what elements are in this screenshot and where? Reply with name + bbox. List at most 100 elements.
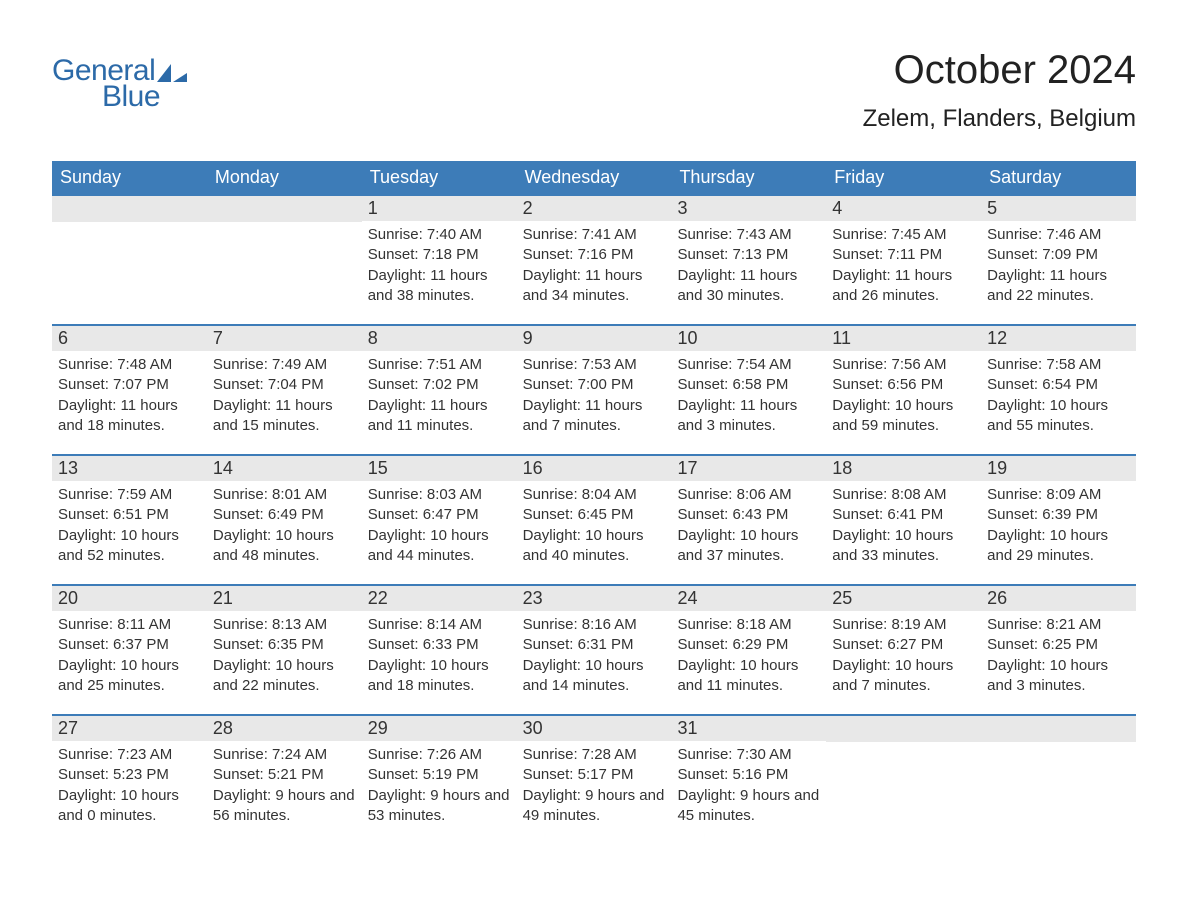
day-number: 5 bbox=[981, 196, 1136, 221]
week-row: 27Sunrise: 7:23 AMSunset: 5:23 PMDayligh… bbox=[52, 714, 1136, 844]
daylight-line: Daylight: 10 hours and 0 minutes. bbox=[58, 786, 201, 827]
day-body: Sunrise: 7:23 AMSunset: 5:23 PMDaylight:… bbox=[52, 741, 207, 834]
day-cell: 30Sunrise: 7:28 AMSunset: 5:17 PMDayligh… bbox=[517, 716, 672, 844]
day-cell: 21Sunrise: 8:13 AMSunset: 6:35 PMDayligh… bbox=[207, 586, 362, 714]
daylight-line: Daylight: 9 hours and 49 minutes. bbox=[523, 786, 666, 827]
daylight-line: Daylight: 10 hours and 11 minutes. bbox=[677, 656, 820, 697]
day-number: 9 bbox=[517, 326, 672, 351]
day-body: Sunrise: 8:21 AMSunset: 6:25 PMDaylight:… bbox=[981, 611, 1136, 704]
day-body: Sunrise: 7:41 AMSunset: 7:16 PMDaylight:… bbox=[517, 221, 672, 314]
sunset-line: Sunset: 6:47 PM bbox=[368, 505, 511, 525]
week-row: 20Sunrise: 8:11 AMSunset: 6:37 PMDayligh… bbox=[52, 584, 1136, 714]
day-cell: 11Sunrise: 7:56 AMSunset: 6:56 PMDayligh… bbox=[826, 326, 981, 454]
day-number: 29 bbox=[362, 716, 517, 741]
sunrise-line: Sunrise: 8:21 AM bbox=[987, 615, 1130, 635]
daylight-line: Daylight: 11 hours and 34 minutes. bbox=[523, 266, 666, 307]
day-number: 6 bbox=[52, 326, 207, 351]
daylight-line: Daylight: 10 hours and 29 minutes. bbox=[987, 526, 1130, 567]
day-number: 26 bbox=[981, 586, 1136, 611]
day-body: Sunrise: 8:16 AMSunset: 6:31 PMDaylight:… bbox=[517, 611, 672, 704]
day-cell: 2Sunrise: 7:41 AMSunset: 7:16 PMDaylight… bbox=[517, 196, 672, 324]
day-number: 18 bbox=[826, 456, 981, 481]
sunrise-line: Sunrise: 7:46 AM bbox=[987, 225, 1130, 245]
day-body: Sunrise: 8:19 AMSunset: 6:27 PMDaylight:… bbox=[826, 611, 981, 704]
day-number: 19 bbox=[981, 456, 1136, 481]
sunrise-line: Sunrise: 7:48 AM bbox=[58, 355, 201, 375]
sunset-line: Sunset: 6:58 PM bbox=[677, 375, 820, 395]
day-cell: 4Sunrise: 7:45 AMSunset: 7:11 PMDaylight… bbox=[826, 196, 981, 324]
day-body: Sunrise: 7:26 AMSunset: 5:19 PMDaylight:… bbox=[362, 741, 517, 834]
sunrise-line: Sunrise: 7:56 AM bbox=[832, 355, 975, 375]
day-body: Sunrise: 8:04 AMSunset: 6:45 PMDaylight:… bbox=[517, 481, 672, 574]
day-cell: 12Sunrise: 7:58 AMSunset: 6:54 PMDayligh… bbox=[981, 326, 1136, 454]
daylight-line: Daylight: 9 hours and 56 minutes. bbox=[213, 786, 356, 827]
sunrise-line: Sunrise: 7:41 AM bbox=[523, 225, 666, 245]
day-number: 22 bbox=[362, 586, 517, 611]
sunset-line: Sunset: 6:43 PM bbox=[677, 505, 820, 525]
sunrise-line: Sunrise: 7:23 AM bbox=[58, 745, 201, 765]
day-cell: 24Sunrise: 8:18 AMSunset: 6:29 PMDayligh… bbox=[671, 586, 826, 714]
day-cell: 13Sunrise: 7:59 AMSunset: 6:51 PMDayligh… bbox=[52, 456, 207, 584]
daylight-line: Daylight: 11 hours and 30 minutes. bbox=[677, 266, 820, 307]
sunrise-line: Sunrise: 8:14 AM bbox=[368, 615, 511, 635]
day-cell: 31Sunrise: 7:30 AMSunset: 5:16 PMDayligh… bbox=[671, 716, 826, 844]
sunset-line: Sunset: 7:02 PM bbox=[368, 375, 511, 395]
day-of-week-cell: Monday bbox=[207, 161, 362, 194]
sunrise-line: Sunrise: 8:01 AM bbox=[213, 485, 356, 505]
day-number: 23 bbox=[517, 586, 672, 611]
sunrise-line: Sunrise: 7:26 AM bbox=[368, 745, 511, 765]
day-cell: 27Sunrise: 7:23 AMSunset: 5:23 PMDayligh… bbox=[52, 716, 207, 844]
daylight-line: Daylight: 10 hours and 33 minutes. bbox=[832, 526, 975, 567]
sunset-line: Sunset: 6:33 PM bbox=[368, 635, 511, 655]
day-of-week-cell: Saturday bbox=[981, 161, 1136, 194]
sunset-line: Sunset: 7:13 PM bbox=[677, 245, 820, 265]
daylight-line: Daylight: 11 hours and 7 minutes. bbox=[523, 396, 666, 437]
brand-logo: General Blue bbox=[52, 54, 187, 114]
day-cell: 10Sunrise: 7:54 AMSunset: 6:58 PMDayligh… bbox=[671, 326, 826, 454]
day-body: Sunrise: 7:43 AMSunset: 7:13 PMDaylight:… bbox=[671, 221, 826, 314]
day-number: 28 bbox=[207, 716, 362, 741]
sunset-line: Sunset: 5:21 PM bbox=[213, 765, 356, 785]
day-cell: 25Sunrise: 8:19 AMSunset: 6:27 PMDayligh… bbox=[826, 586, 981, 714]
day-number: 17 bbox=[671, 456, 826, 481]
sunset-line: Sunset: 7:18 PM bbox=[368, 245, 511, 265]
day-number: 25 bbox=[826, 586, 981, 611]
sunset-line: Sunset: 6:29 PM bbox=[677, 635, 820, 655]
calendar: SundayMondayTuesdayWednesdayThursdayFrid… bbox=[52, 161, 1136, 844]
day-cell: 18Sunrise: 8:08 AMSunset: 6:41 PMDayligh… bbox=[826, 456, 981, 584]
daylight-line: Daylight: 11 hours and 22 minutes. bbox=[987, 266, 1130, 307]
sunset-line: Sunset: 6:35 PM bbox=[213, 635, 356, 655]
sunset-line: Sunset: 7:07 PM bbox=[58, 375, 201, 395]
empty-daynum-bar bbox=[207, 196, 362, 222]
sunset-line: Sunset: 7:09 PM bbox=[987, 245, 1130, 265]
sunrise-line: Sunrise: 7:43 AM bbox=[677, 225, 820, 245]
day-of-week-header: SundayMondayTuesdayWednesdayThursdayFrid… bbox=[52, 161, 1136, 194]
day-cell: 5 Sunrise: 7:46 AMSunset: 7:09 PMDaylight… bbox=[981, 196, 1136, 324]
week-row: 13Sunrise: 7:59 AMSunset: 6:51 PMDayligh… bbox=[52, 454, 1136, 584]
sunrise-line: Sunrise: 8:18 AM bbox=[677, 615, 820, 635]
sunrise-line: Sunrise: 8:08 AM bbox=[832, 485, 975, 505]
day-cell: 9Sunrise: 7:53 AMSunset: 7:00 PMDaylight… bbox=[517, 326, 672, 454]
day-cell: 3Sunrise: 7:43 AMSunset: 7:13 PMDaylight… bbox=[671, 196, 826, 324]
day-number: 15 bbox=[362, 456, 517, 481]
daylight-line: Daylight: 11 hours and 38 minutes. bbox=[368, 266, 511, 307]
sunset-line: Sunset: 7:04 PM bbox=[213, 375, 356, 395]
sunrise-line: Sunrise: 7:40 AM bbox=[368, 225, 511, 245]
sunrise-line: Sunrise: 7:58 AM bbox=[987, 355, 1130, 375]
day-cell: 20Sunrise: 8:11 AMSunset: 6:37 PMDayligh… bbox=[52, 586, 207, 714]
day-body: Sunrise: 7:48 AMSunset: 7:07 PMDaylight:… bbox=[52, 351, 207, 444]
sunrise-line: Sunrise: 7:45 AM bbox=[832, 225, 975, 245]
day-body: Sunrise: 7:28 AMSunset: 5:17 PMDaylight:… bbox=[517, 741, 672, 834]
daylight-line: Daylight: 10 hours and 18 minutes. bbox=[368, 656, 511, 697]
sunset-line: Sunset: 7:00 PM bbox=[523, 375, 666, 395]
day-cell bbox=[207, 196, 362, 324]
day-number: 11 bbox=[826, 326, 981, 351]
sunset-line: Sunset: 6:54 PM bbox=[987, 375, 1130, 395]
sunset-line: Sunset: 6:51 PM bbox=[58, 505, 201, 525]
day-number: 30 bbox=[517, 716, 672, 741]
day-number: 10 bbox=[671, 326, 826, 351]
sunrise-line: Sunrise: 8:06 AM bbox=[677, 485, 820, 505]
daylight-line: Daylight: 9 hours and 45 minutes. bbox=[677, 786, 820, 827]
day-body: Sunrise: 7:59 AMSunset: 6:51 PMDaylight:… bbox=[52, 481, 207, 574]
day-body: Sunrise: 7:54 AMSunset: 6:58 PMDaylight:… bbox=[671, 351, 826, 444]
